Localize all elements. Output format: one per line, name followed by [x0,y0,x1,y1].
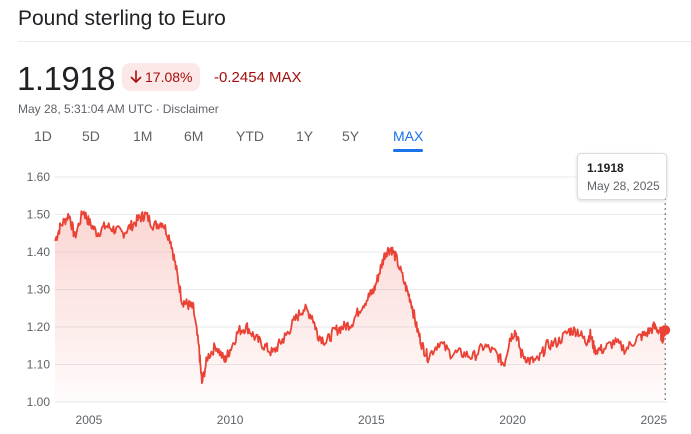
arrow-down-icon [130,70,142,83]
tab-1m[interactable]: 1M [133,128,153,144]
disclaimer-link[interactable]: Disclaimer [162,102,219,116]
y-tick-label: 1.20 [27,320,51,334]
price-area-fill [55,211,666,402]
meta-separator: · [155,102,160,116]
x-tick-label: 2020 [499,413,526,427]
range-tabs: 1D 5D 1M 6M YTD 1Y 5Y MAX [0,128,691,154]
y-tick-label: 1.40 [27,245,51,259]
x-tick-label: 2005 [76,413,103,427]
quote-meta: May 28, 5:31:04 AM UTC · Disclaimer [18,102,219,116]
price-chart[interactable]: 1.00 1.10 1.20 1.30 1.40 1.50 1.60 2005 2010 201… [0,150,691,434]
tooltip-date: May 28, 2025 [587,179,660,193]
change-absolute: -0.2454 MAX [214,69,302,86]
page-title: Pound sterling to Euro [18,7,226,30]
x-tick-label: 2010 [217,413,244,427]
tab-1y[interactable]: 1Y [296,128,314,144]
tab-6m[interactable]: 6M [184,128,204,144]
timestamp: May 28, 5:31:04 AM UTC [18,102,153,116]
tab-max[interactable]: MAX [393,128,424,152]
tab-ytd[interactable]: YTD [236,128,264,144]
header-divider [18,41,691,42]
y-tick-label: 1.30 [27,283,51,297]
change-percent-value: 17.08% [145,69,193,85]
change-percent-badge: 17.08% [122,63,201,91]
x-tick-label: 2015 [358,413,385,427]
price-line [54,210,667,385]
cursor-dot [660,325,671,336]
y-tick-label: 1.10 [27,358,51,372]
current-price: 1.1918 [17,60,115,97]
y-tick-label: 1.60 [27,170,51,184]
y-tick-label: 1.00 [27,395,51,409]
tab-5y[interactable]: 5Y [342,128,360,144]
y-tick-label: 1.50 [27,208,51,222]
tooltip-value: 1.1918 [587,161,624,175]
tab-5d[interactable]: 5D [82,128,100,144]
x-tick-label: 2025 [641,413,668,427]
tab-1d[interactable]: 1D [34,128,52,144]
price-tooltip: 1.1918 May 28, 2025 [577,153,667,200]
